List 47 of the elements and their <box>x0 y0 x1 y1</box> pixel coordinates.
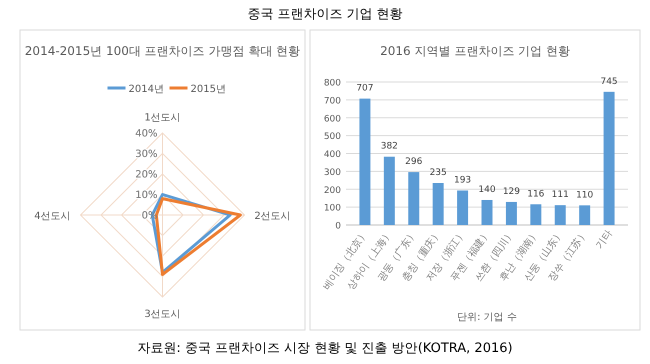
data-label: 296 <box>405 157 423 168</box>
y-tick-label: 600 <box>324 114 342 124</box>
data-label: 140 <box>478 184 496 195</box>
y-tick-label: 300 <box>324 168 342 178</box>
data-label: 111 <box>552 190 569 200</box>
bar <box>579 205 590 225</box>
legend-label: 2014년 <box>128 84 164 95</box>
data-label: 745 <box>600 76 618 87</box>
text: 자료원: 중국 프랜차이즈 시장 현황 및 진출 방안(KOTRA, 2016) <box>137 341 513 356</box>
spoke-label: 1선도시 <box>144 112 181 124</box>
spoke-label: 4선도시 <box>34 211 71 222</box>
bar <box>554 205 566 225</box>
y-tick-label: 800 <box>324 78 342 88</box>
y-tick-label: 10% <box>135 190 158 201</box>
bar <box>408 172 420 225</box>
x-tick-label: 기타 <box>594 228 615 252</box>
y-tick-label: 200 <box>324 186 342 196</box>
data-label: 235 <box>430 168 447 178</box>
y-tick-label: 30% <box>135 149 158 160</box>
y-tick-label: 700 <box>324 96 342 106</box>
chart-title: 2014-2015년 100대 프랜차이즈 가맹점 확대 현황 <box>24 44 300 58</box>
text: 중국 프랜차이즈 기업 현황 <box>247 7 403 22</box>
chart-title: 2016 지역별 프랜차이즈 기업 현황 <box>380 44 570 58</box>
spoke-label: 2선도시 <box>254 211 291 222</box>
data-label: 707 <box>356 84 374 94</box>
x-axis-title: 단위: 기업 수 <box>457 312 517 323</box>
y-tick-label: 20% <box>135 170 158 180</box>
y-tick-label: 500 <box>324 132 342 142</box>
data-label: 193 <box>454 176 472 186</box>
bar <box>457 190 468 225</box>
y-tick-label: 100 <box>324 204 342 214</box>
bar <box>530 204 542 225</box>
bar <box>359 98 370 225</box>
bar <box>482 200 492 225</box>
y-tick-label: 400 <box>324 150 342 160</box>
bar <box>384 156 395 225</box>
bar <box>506 202 517 225</box>
y-tick-label: 0 <box>335 222 342 232</box>
data-label: 382 <box>380 142 398 152</box>
data-label: 129 <box>502 186 520 197</box>
bar <box>604 92 615 225</box>
y-tick-label: 40% <box>135 128 158 140</box>
data-label: 110 <box>576 190 594 200</box>
bar <box>432 182 444 225</box>
data-label: 116 <box>527 189 545 200</box>
legend-label: 2015년 <box>190 84 226 95</box>
spoke-label: 3선도시 <box>144 308 181 320</box>
